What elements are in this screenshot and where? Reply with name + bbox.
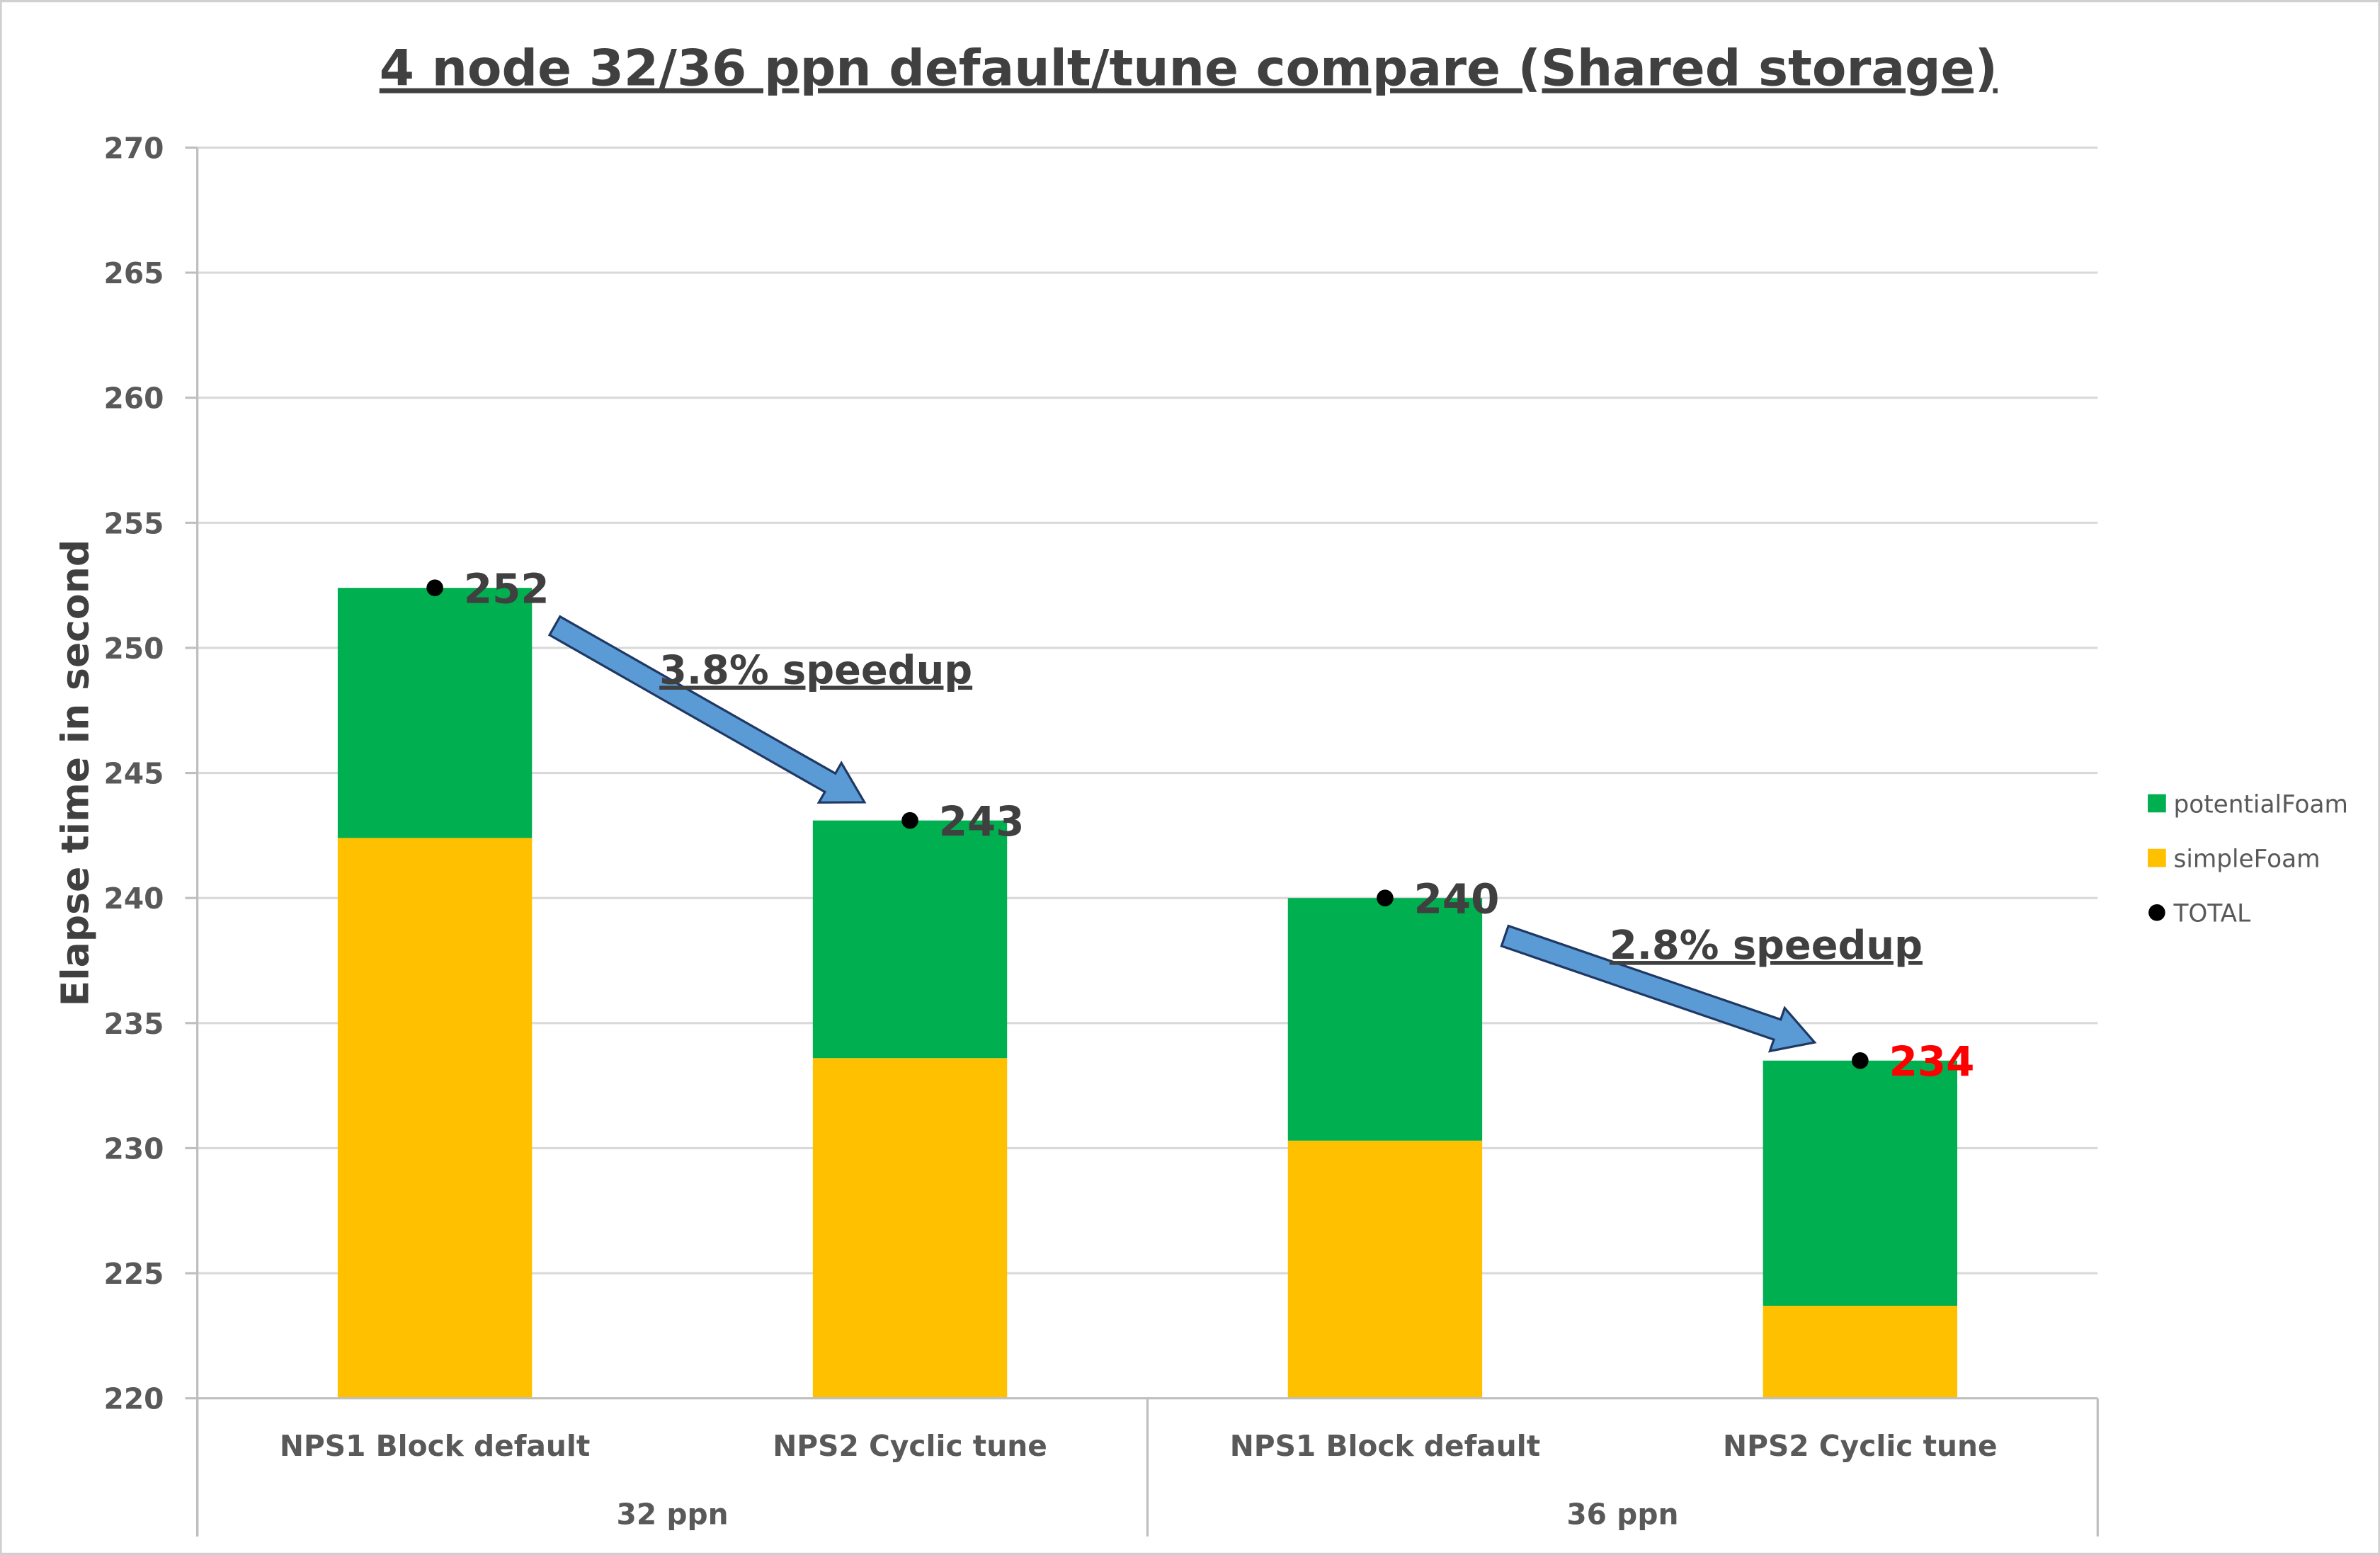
x-tick-label: NPS1 Block default xyxy=(1230,1429,1540,1463)
y-tick-label: 250 xyxy=(103,632,164,666)
legend-swatch-potentialfoam xyxy=(2148,794,2166,813)
bar-simplefoam xyxy=(812,1058,1008,1399)
y-axis-label: Elapse time in second xyxy=(52,540,97,1007)
chart-title: 4 node 32/36 ppn default/tune compare (S… xyxy=(380,39,1998,98)
bar-simplefoam xyxy=(1287,1140,1483,1399)
legend-swatch-simplefoam xyxy=(2148,848,2166,867)
bar-simplefoam xyxy=(1763,1305,1958,1399)
speedup-annotation: 2.8% speedup xyxy=(1610,923,1923,969)
y-tick-label: 255 xyxy=(103,506,164,540)
y-tick-label: 265 xyxy=(103,256,164,290)
y-tick-label: 245 xyxy=(103,757,164,791)
group-label: 36 ppn xyxy=(1566,1498,1678,1532)
total-data-label: 240 xyxy=(1414,875,1500,923)
speedup-annotation: 3.8% speedup xyxy=(659,647,972,693)
bar-potentialfoam xyxy=(812,820,1008,1059)
y-tick-label: 225 xyxy=(103,1257,164,1291)
x-tick-label: NPS2 Cyclic tune xyxy=(1723,1429,1998,1463)
total-data-label: 252 xyxy=(464,565,550,613)
speedup-arrow xyxy=(547,615,867,804)
y-tick-label: 230 xyxy=(103,1132,164,1166)
y-tick-label: 260 xyxy=(103,382,164,416)
legend-label: potentialFoam xyxy=(2173,790,2347,819)
y-tick-label: 270 xyxy=(103,131,164,165)
total-data-label: 243 xyxy=(939,797,1025,845)
legend-label: TOTAL xyxy=(2173,900,2250,928)
speedup-arrow xyxy=(1500,924,1817,1053)
legend-marker-total xyxy=(2148,904,2165,921)
total-marker xyxy=(426,579,443,596)
legend-label: simpleFoam xyxy=(2173,845,2320,873)
y-tick-label: 240 xyxy=(103,882,164,916)
bar-simplefoam xyxy=(337,838,533,1399)
bar-potentialfoam xyxy=(1763,1060,1958,1306)
total-marker xyxy=(1852,1052,1869,1069)
total-marker xyxy=(901,811,918,829)
x-tick-label: NPS1 Block default xyxy=(280,1429,590,1463)
total-data-label: 234 xyxy=(1889,1037,1975,1086)
bar-potentialfoam xyxy=(1287,898,1483,1141)
y-tick-label: 220 xyxy=(103,1382,164,1416)
group-label: 32 ppn xyxy=(617,1498,729,1532)
y-tick-label: 235 xyxy=(103,1007,164,1041)
bar-potentialfoam xyxy=(337,588,533,838)
x-tick-label: NPS2 Cyclic tune xyxy=(773,1429,1047,1463)
total-marker xyxy=(1377,889,1394,906)
